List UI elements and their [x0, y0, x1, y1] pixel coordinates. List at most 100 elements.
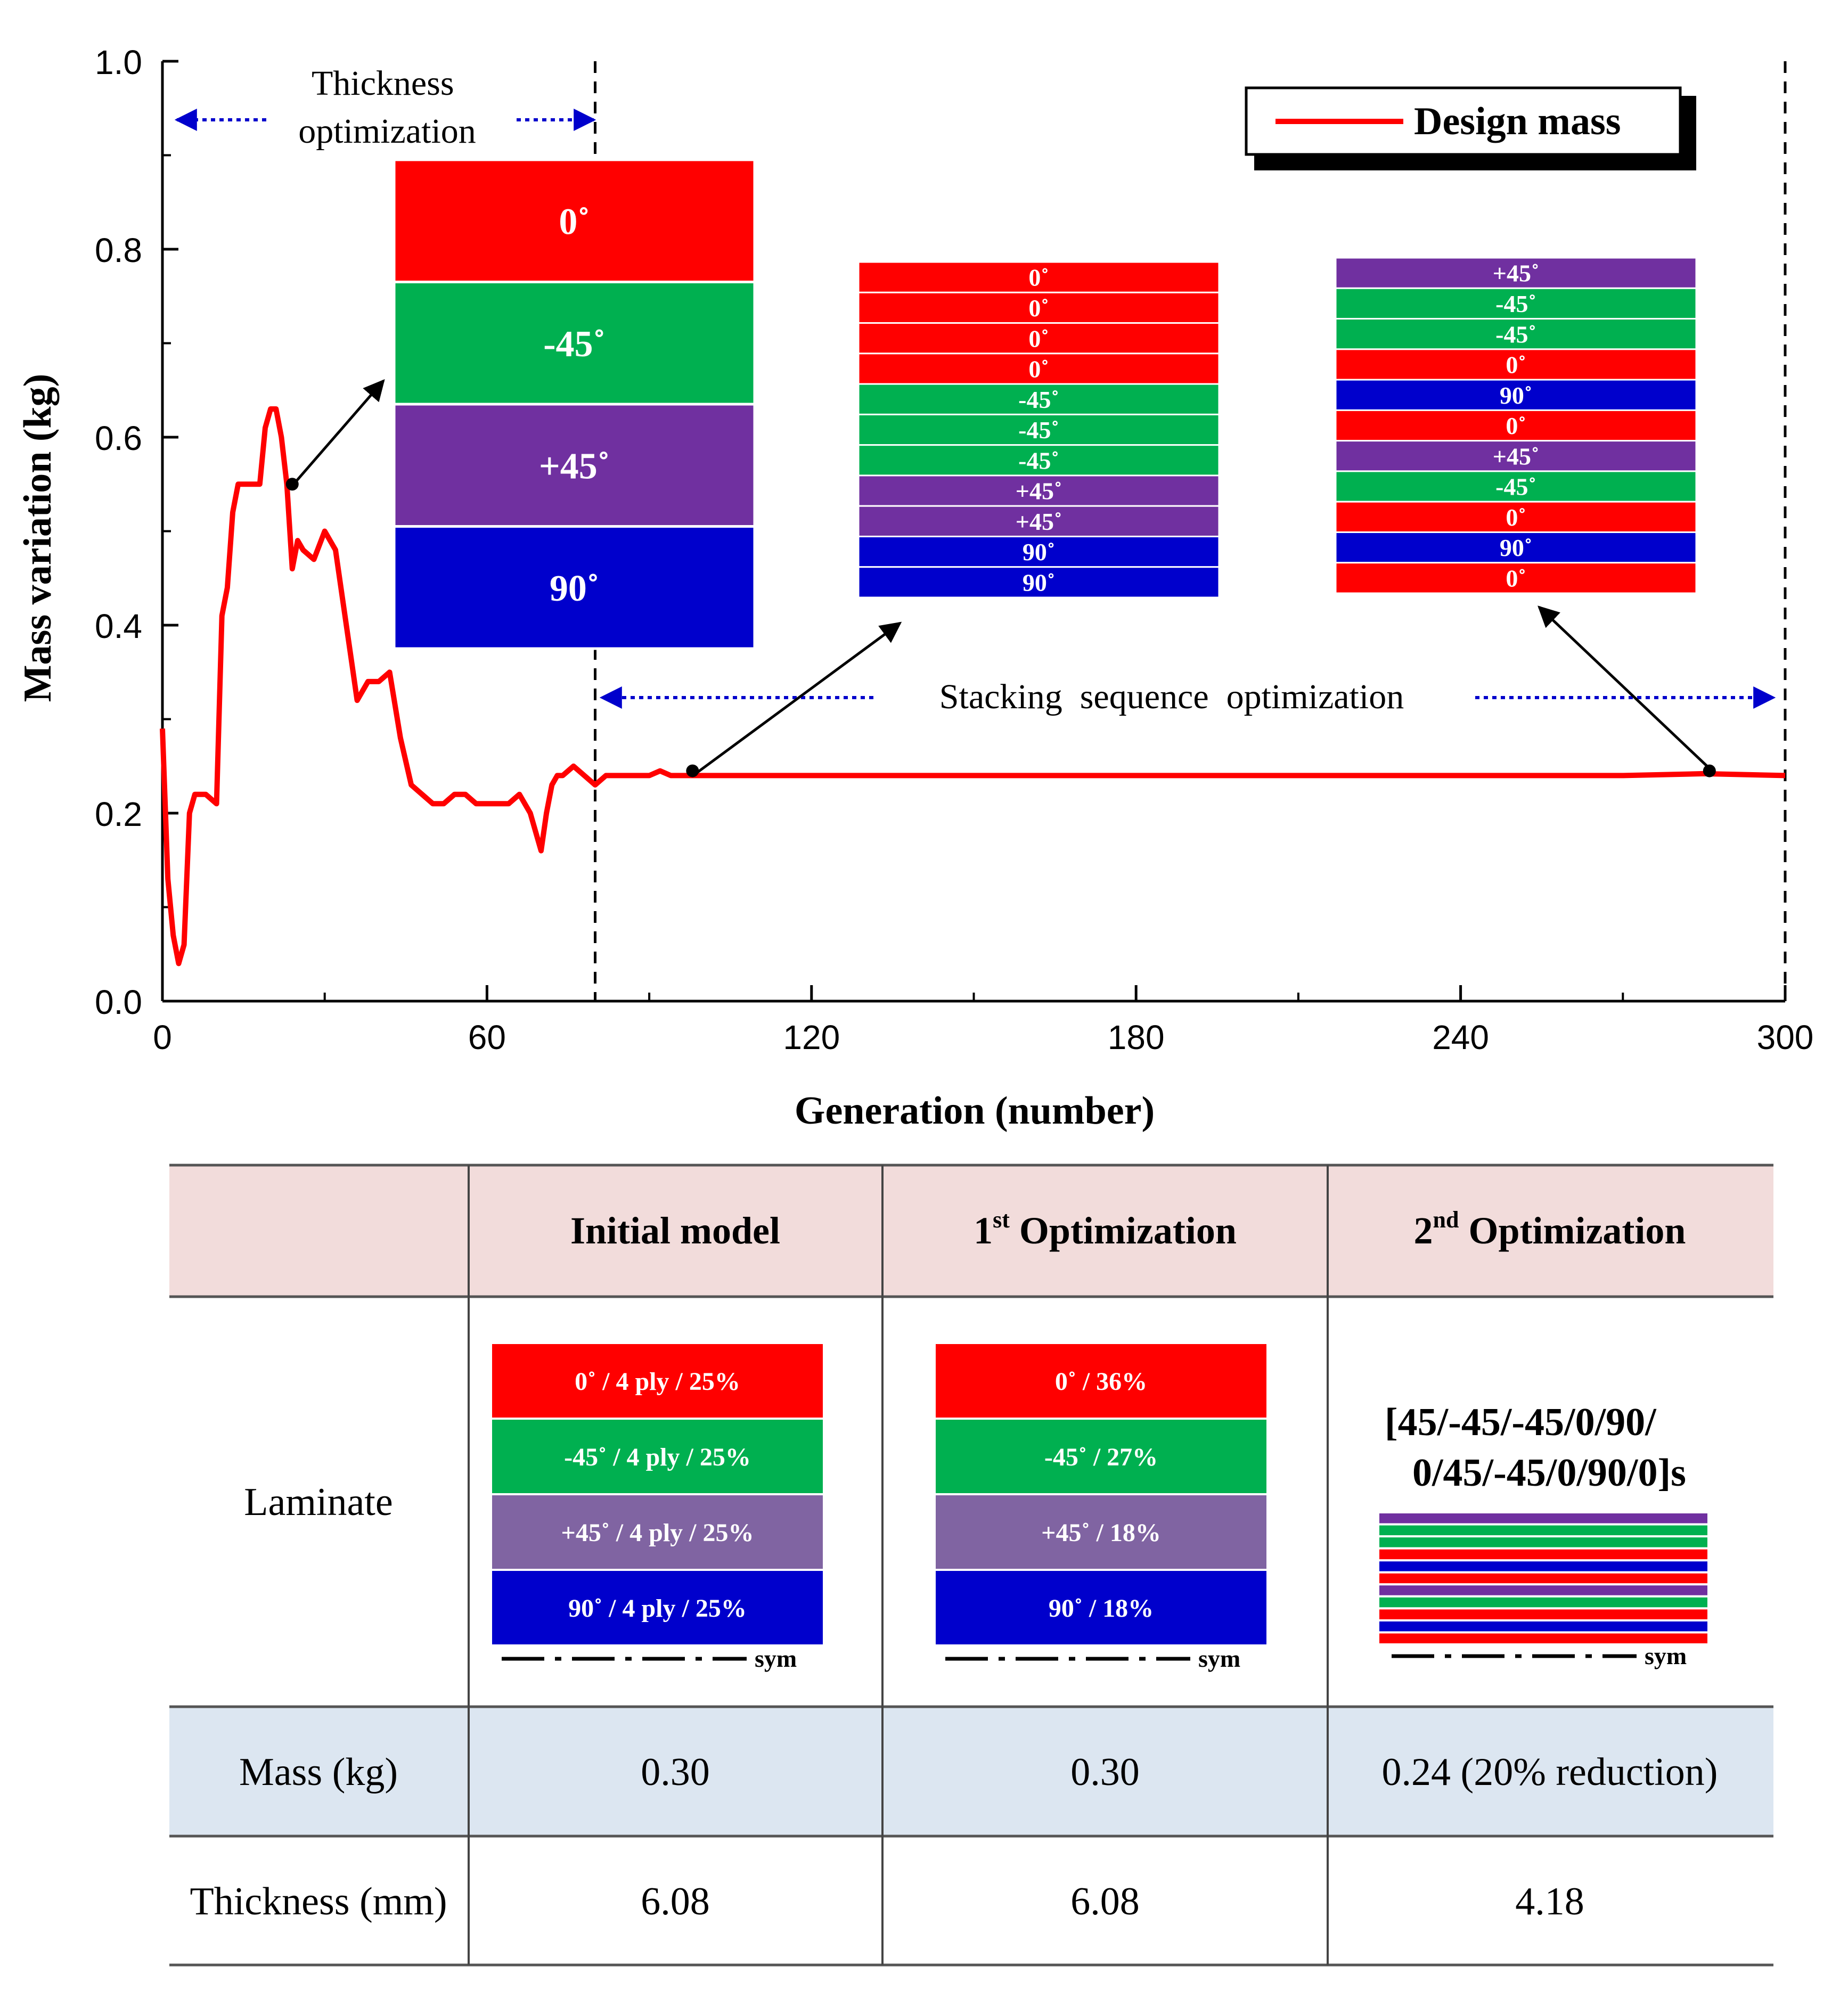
stripe-layer	[1377, 1535, 1710, 1550]
mass-second-value: 0.24 (20% reduction)	[1382, 1750, 1718, 1794]
mass-row-bg	[169, 1707, 1773, 1836]
ply-label: 90˚	[1023, 569, 1055, 596]
ply-layer	[1335, 379, 1697, 411]
ply-layer	[1335, 409, 1697, 442]
y-tick-label: 0.0	[95, 983, 142, 1021]
ply-label: +45˚	[1493, 443, 1540, 470]
ply-label: 0˚	[559, 201, 590, 242]
ply-label: -45˚	[1495, 290, 1536, 317]
table-ply-layer	[490, 1569, 825, 1647]
ply-layer	[857, 322, 1220, 355]
x-tick-label: 60	[468, 1018, 506, 1057]
mass-variation-chart: 0.0 0.2 0.4 0.6 0.8 1.0 0 60 120 180 240 300 Gener…	[16, 43, 1813, 1133]
mass-first-value: 0.30	[1070, 1750, 1140, 1794]
x-tick-label: 300	[1757, 1018, 1814, 1057]
stacking-phase-label: Stacking sequence optimization	[939, 677, 1404, 716]
second-sequence-line2: 0/45/-45/0/90/0]s	[1412, 1451, 1686, 1495]
table-ply-layer	[934, 1493, 1269, 1571]
table-ply-label: -45˚ / 4 ply / 25%	[564, 1443, 751, 1471]
thickness-row-label: Thickness (mm)	[190, 1880, 447, 1923]
ply-layer	[857, 353, 1220, 385]
ply-layer	[857, 413, 1220, 446]
ply-label: +45˚	[539, 446, 610, 487]
table-ply-layer	[490, 1418, 825, 1495]
ply-layer	[1335, 257, 1697, 289]
ply-layer	[393, 158, 756, 283]
ply-layer	[1335, 440, 1697, 472]
stripe-layer	[1377, 1595, 1710, 1610]
table-ply-label: 0˚ / 36%	[1055, 1367, 1147, 1396]
stripe-layer	[1377, 1559, 1710, 1574]
ply-label: 90˚	[1500, 534, 1532, 561]
second-sequence-line1: [45/-45/-45/0/90/	[1385, 1401, 1657, 1444]
sym-label: sym	[1198, 1645, 1240, 1672]
ply-label: +45˚	[1493, 260, 1540, 287]
ply-layer	[857, 444, 1220, 477]
mass-row-label: Mass (kg)	[239, 1750, 398, 1794]
laminate-label: Laminate	[244, 1480, 393, 1524]
ply-label: 90˚	[1500, 382, 1532, 409]
y-tick-label: 0.6	[95, 419, 142, 457]
table-ply-layer	[934, 1569, 1269, 1647]
design-mass-series-line	[160, 406, 1786, 967]
ply-label: -45˚	[1018, 447, 1059, 474]
legend-label: Design mass	[1414, 100, 1621, 143]
thickness-second-value: 4.18	[1515, 1880, 1584, 1923]
ply-label: 0˚	[1028, 294, 1049, 322]
table-ply-label: 90˚ / 18%	[1049, 1594, 1154, 1623]
first-optimization-stack: 0˚ / 36% -45˚ / 27% +45˚ / 18% 90˚ / 18% sym	[934, 1342, 1269, 1672]
ply-label: -45˚	[1495, 473, 1536, 501]
header-row-bg	[169, 1165, 1773, 1297]
ply-label: -45˚	[1018, 416, 1059, 444]
mass-initial-value: 0.30	[641, 1750, 710, 1794]
stripe-layer	[1377, 1547, 1710, 1562]
ply-label: 0˚	[1506, 504, 1526, 531]
pointer-arrow-final	[1538, 605, 1712, 771]
x-tick-label: 120	[783, 1018, 840, 1057]
table-ply-layer	[490, 1342, 825, 1420]
x-tick-label: 180	[1108, 1018, 1165, 1057]
stripe-layer	[1377, 1511, 1710, 1526]
x-tick-label: 240	[1432, 1018, 1489, 1057]
marker-point	[1703, 764, 1716, 777]
initial-laminate-stack: 0˚ / 4 ply / 25% -45˚ / 4 ply / 25% +45˚ /…	[490, 1342, 825, 1672]
ply-layer	[393, 281, 756, 406]
x-axis-ticks: 0 60 120 180 240 300	[153, 985, 1813, 1057]
ply-layer	[857, 383, 1220, 415]
ply-label: 0˚	[1506, 351, 1526, 379]
ply-label: -45˚	[1495, 321, 1536, 348]
table-ply-label: 90˚ / 4 ply / 25%	[568, 1594, 747, 1623]
ply-layer	[393, 403, 756, 528]
ply-layer	[1335, 470, 1697, 503]
y-tick-label: 1.0	[95, 43, 142, 81]
results-table: Initial model 1st Optimization 2nd Optim…	[169, 1164, 1773, 1967]
ply-label: 90˚	[550, 568, 599, 609]
legend: Design mass	[1245, 86, 1696, 170]
y-axis-ticks: 0.0 0.2 0.4 0.6 0.8 1.0	[95, 43, 178, 1021]
table-ply-label: +45˚ / 18%	[1041, 1519, 1161, 1547]
pointer-arrow-initial	[295, 379, 385, 483]
ply-label: +45˚	[1016, 478, 1062, 505]
ply-label: +45˚	[1016, 508, 1062, 535]
marker-point	[686, 764, 699, 777]
ply-label: 0˚	[1028, 325, 1049, 352]
y-tick-label: 0.4	[95, 607, 142, 645]
ply-label: 0˚	[1028, 264, 1049, 291]
ply-label: 0˚	[1028, 356, 1049, 383]
stripe-layer	[1377, 1631, 1710, 1646]
header-initial-model: Initial model	[570, 1209, 780, 1252]
ply-layer	[1335, 318, 1697, 350]
sym-label: sym	[1645, 1642, 1687, 1669]
table-ply-label: 0˚ / 4 ply / 25%	[575, 1367, 740, 1396]
ply-label: 0˚	[1506, 564, 1526, 592]
ply-label: 0˚	[1506, 412, 1526, 439]
header-first-optimization: 1st Optimization	[974, 1207, 1237, 1252]
x-tick-label: 0	[153, 1018, 172, 1057]
pointer-arrow-early	[697, 621, 902, 774]
ply-layer	[857, 261, 1220, 293]
thickness-first-value: 6.08	[1070, 1880, 1140, 1923]
inset-early-stack: 0˚ 0˚ 0˚ 0˚ -45˚ -45˚ -45˚ +45˚ +45˚ 90˚ 90˚	[857, 261, 1220, 599]
y-axis-label: Mass variation (kg)	[16, 374, 60, 702]
ply-layer	[857, 474, 1220, 507]
sym-label: sym	[755, 1645, 797, 1672]
